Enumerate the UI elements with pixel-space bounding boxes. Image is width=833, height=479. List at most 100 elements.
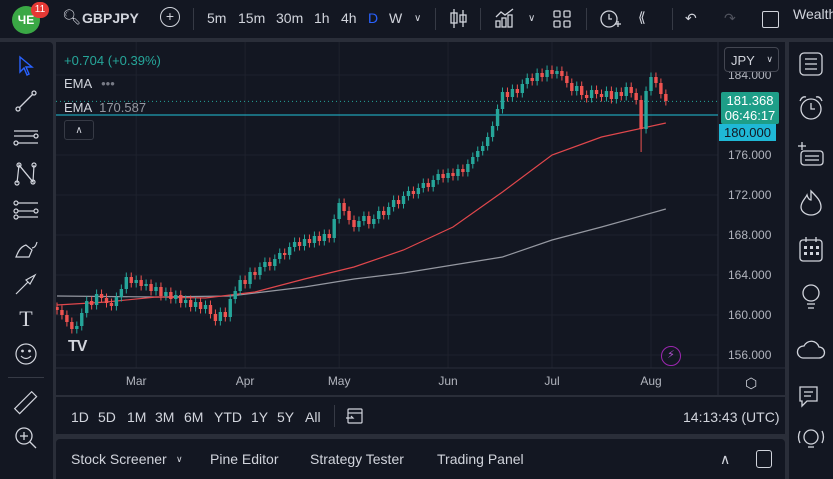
alarm-add-icon[interactable] — [598, 7, 622, 31]
ema-fast-legend[interactable]: EMA ••• — [64, 76, 115, 91]
candle-body — [416, 188, 421, 194]
chevron-down-icon[interactable]: ∨ — [528, 13, 536, 24]
maximize-panel-icon[interactable] — [756, 450, 772, 468]
interval-5m[interactable]: 5m — [207, 10, 227, 26]
search-icon[interactable]: 🔍︎ — [62, 9, 82, 26]
candle-body — [367, 216, 371, 224]
candle-body — [510, 89, 515, 97]
undo-icon[interactable]: ↶ — [685, 10, 697, 26]
candle-body — [659, 83, 663, 94]
candle-body — [352, 220, 356, 227]
interval-d[interactable]: D — [368, 10, 379, 26]
price-tick-label: 164.000 — [728, 268, 772, 282]
divider — [334, 405, 335, 427]
symbol-search[interactable]: GBPJPY — [82, 10, 139, 26]
cursor-icon[interactable] — [12, 52, 40, 80]
emoji-icon[interactable] — [12, 340, 40, 368]
watchlist-name[interactable]: Wealth — [793, 6, 833, 22]
range-1d[interactable]: 1D — [71, 409, 89, 425]
collapse-legend-button[interactable]: ∧ — [64, 120, 94, 140]
candle-body — [481, 146, 485, 151]
compare-add-icon[interactable]: + — [160, 7, 180, 27]
interval-30m[interactable]: 30m — [276, 10, 304, 26]
candle-body — [461, 169, 465, 172]
candle-body — [505, 92, 510, 97]
candle-body — [193, 302, 198, 307]
candle-body — [258, 267, 262, 275]
candles-icon[interactable] — [449, 8, 469, 30]
ema-slow-legend[interactable]: EMA 170.587 — [64, 100, 146, 115]
bottom-panel: Stock Screener ∨ Pine Editor Strategy Te… — [56, 439, 785, 479]
fullscreen-icon[interactable] — [762, 11, 779, 28]
candle-body — [332, 219, 336, 238]
alarm-clock-icon[interactable] — [795, 92, 827, 124]
text-tool-icon[interactable]: T — [19, 306, 33, 331]
candle-body — [357, 221, 361, 227]
calendar-icon[interactable] — [795, 234, 827, 266]
chevron-down-icon[interactable]: ∨ — [176, 454, 183, 464]
chat-cloud-icon[interactable] — [795, 335, 827, 367]
range-3m[interactable]: 3M — [155, 409, 175, 425]
candle-body — [584, 95, 589, 98]
candle-body — [104, 298, 109, 303]
zoom-in-icon[interactable] — [12, 424, 40, 452]
candle-body — [436, 174, 440, 180]
redo-icon[interactable]: ↷ — [724, 10, 736, 26]
candle-body — [278, 253, 282, 259]
range-all[interactable]: All — [305, 409, 321, 425]
candle-body — [248, 272, 252, 284]
ema-slow-line — [56, 208, 667, 298]
range-ytd[interactable]: YTD — [214, 409, 242, 425]
add-list-icon[interactable] — [795, 139, 827, 171]
candle-body — [614, 92, 619, 99]
range-1m[interactable]: 1M — [127, 409, 147, 425]
range-5y[interactable]: 5Y — [277, 409, 295, 425]
candle-body — [500, 92, 505, 109]
range-6m[interactable]: 6M — [184, 409, 204, 425]
chevron-up-icon[interactable]: ∧ — [720, 451, 731, 467]
tab-strategy-tester[interactable]: Strategy Tester — [310, 451, 404, 467]
chart-pane[interactable]: 184.000 176.000 172.000 168.000 164.000 160.0… — [55, 42, 785, 395]
chevron-down-icon[interactable]: ∨ — [414, 13, 422, 24]
brush-icon[interactable] — [12, 234, 40, 262]
candle-body — [594, 90, 599, 94]
goto-date-icon[interactable] — [345, 406, 365, 426]
trend-line-icon[interactable] — [12, 87, 40, 115]
candle-body — [451, 173, 455, 176]
lightning-icon[interactable]: ⚡︎ — [661, 346, 681, 366]
more-options-icon[interactable]: ••• — [101, 76, 115, 91]
currency-select[interactable]: JPY ∨ — [724, 47, 779, 72]
candle-body — [634, 93, 638, 100]
pattern-icon[interactable] — [12, 160, 40, 188]
interval-4h[interactable]: 4h — [341, 10, 357, 26]
replay-icon[interactable]: ⟪ — [638, 9, 646, 25]
fib-retracement-icon[interactable] — [12, 197, 40, 225]
tab-pine-editor[interactable]: Pine Editor — [210, 451, 279, 467]
candle-body — [302, 239, 307, 246]
layout-grid-icon[interactable] — [552, 9, 572, 29]
tab-trading-panel[interactable]: Trading Panel — [437, 451, 524, 467]
interval-15m[interactable]: 15m — [238, 10, 266, 26]
candle-body — [203, 305, 208, 309]
settings-icon[interactable]: ⬡ — [745, 375, 758, 391]
utc-clock[interactable]: 14:13:43 (UTC) — [683, 409, 780, 425]
ruler-icon[interactable] — [12, 389, 40, 417]
interval-1h[interactable]: 1h — [314, 10, 330, 26]
arrow-icon[interactable] — [12, 270, 40, 298]
interval-w[interactable]: W — [389, 10, 403, 26]
ema-fast-line — [56, 122, 666, 306]
candle-body — [268, 262, 272, 266]
price-chart[interactable]: 184.000176.000172.000168.000164.000160.0… — [55, 42, 785, 395]
ideas-bulb-icon[interactable] — [795, 280, 827, 312]
tips-bulb-icon[interactable] — [795, 424, 827, 456]
chat-messages-icon[interactable] — [795, 382, 827, 414]
watchlist-icon[interactable] — [795, 48, 827, 80]
horizontal-lines-icon[interactable] — [12, 124, 40, 152]
candle-body — [649, 77, 653, 91]
indicators-icon[interactable] — [494, 7, 516, 29]
hotlist-flame-icon[interactable] — [795, 187, 827, 219]
candle-body — [114, 297, 119, 306]
tab-stock-screener[interactable]: Stock Screener — [71, 451, 167, 467]
range-1y[interactable]: 1Y — [251, 409, 269, 425]
range-5d[interactable]: 5D — [98, 409, 116, 425]
